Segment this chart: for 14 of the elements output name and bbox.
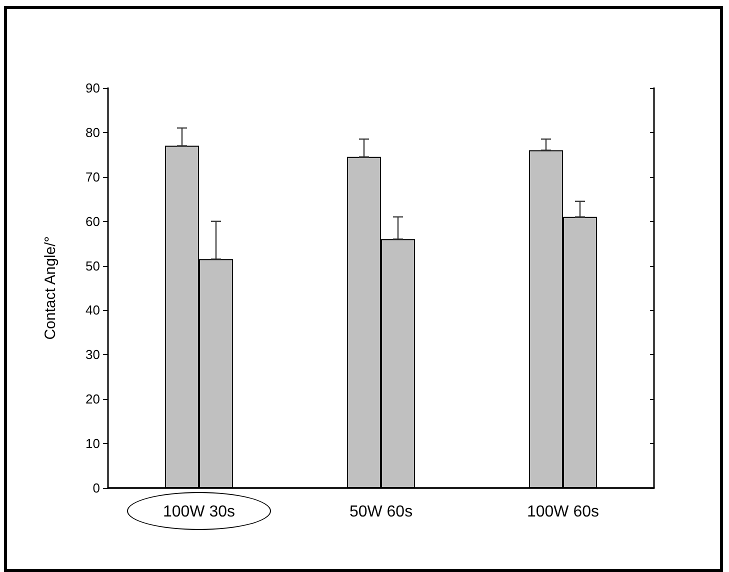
y-tick-label: 10 (86, 436, 100, 452)
y-tick-label: 80 (86, 124, 100, 140)
y-tick-label: 0 (92, 480, 100, 496)
y-axis-title: Contact Angle/° (42, 236, 59, 340)
y-tick-label: 90 (86, 80, 100, 96)
y-tick-label: 40 (86, 302, 100, 318)
y-tick-label: 50 (86, 258, 100, 274)
y-tick-label: 30 (86, 347, 100, 362)
y-tick-label: 60 (86, 214, 100, 229)
y-tick-label: 70 (86, 169, 100, 184)
x-tick-label: 50W 60s (349, 504, 413, 520)
x-tick-label: 100W 30s (162, 504, 236, 520)
x-tick-label: 100W 60s (526, 504, 600, 520)
y-tick-label: 20 (86, 392, 100, 407)
